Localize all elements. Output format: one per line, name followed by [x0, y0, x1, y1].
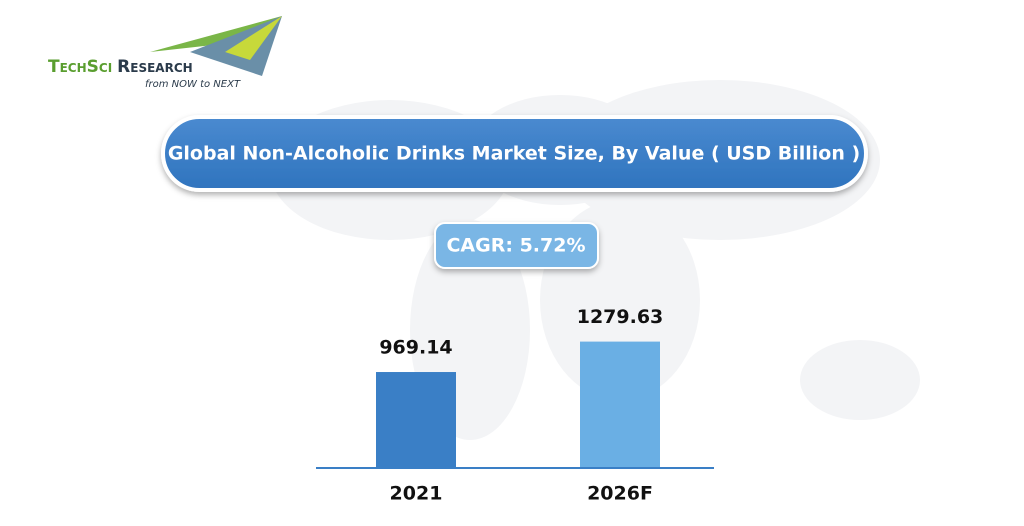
logo-tagline: from NOW to NEXT: [145, 79, 241, 90]
logo-brand: TechSci Research: [48, 57, 193, 77]
x-tick-label: 2021: [390, 483, 443, 505]
cagr-label: CAGR: 5.72%: [446, 235, 585, 257]
value-label: 969.14: [379, 337, 452, 359]
bar: [580, 341, 660, 467]
cagr-pill: [434, 222, 599, 269]
chart-title: Global Non-Alcoholic Drinks Market Size,…: [168, 143, 860, 165]
title-pill: [161, 115, 868, 192]
logo: TechSci Research from NOW to NEXT: [48, 16, 282, 90]
bar: [376, 372, 456, 467]
x-tick-label: 2026F: [587, 483, 653, 505]
logo-brand-second: Research: [117, 57, 193, 77]
logo-brand-first: TechSci: [48, 57, 112, 77]
value-label: 1279.63: [577, 306, 664, 328]
